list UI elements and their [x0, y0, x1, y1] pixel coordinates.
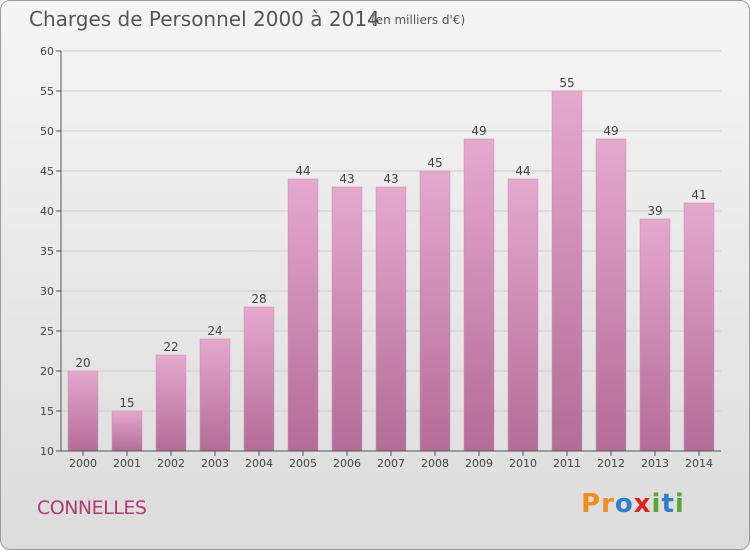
bar [199, 338, 231, 452]
x-tick-labels: 2000 2001 2002 2003 2004 2005 2006 2007 2008 2009… [69, 451, 713, 470]
x-tick-label: 2007 [377, 457, 405, 470]
x-tick-label: 2004 [245, 457, 273, 470]
bar [331, 186, 363, 452]
x-tick-label: 2000 [69, 457, 97, 470]
data-label: 24 [207, 324, 222, 338]
bar [419, 170, 451, 452]
brand-letter: x [633, 489, 652, 519]
y-tick-label: 55 [40, 85, 54, 98]
data-labels: 20 15 22 24 28 44 43 43 45 49 44 55 49 39 41 [75, 76, 706, 410]
bar [595, 138, 627, 452]
proxiti-logo: Proxiti [581, 489, 685, 519]
data-label: 15 [119, 396, 134, 410]
bar [155, 354, 187, 452]
data-label: 39 [647, 204, 662, 218]
data-label: 45 [427, 156, 442, 170]
x-tick-label: 2008 [421, 457, 449, 470]
bar [639, 218, 671, 452]
y-tick-labels: 10 15 20 25 30 35 40 45 50 55 60 [40, 45, 61, 458]
x-tick-label: 2006 [333, 457, 361, 470]
bar [287, 178, 319, 452]
y-tick-label: 60 [40, 45, 54, 58]
brand-letter: r [601, 489, 615, 519]
bar [507, 178, 539, 452]
y-tick-label: 40 [40, 205, 54, 218]
chart-title: Charges de Personnel 2000 à 2014 [29, 7, 380, 31]
x-tick-label: 2002 [157, 457, 185, 470]
data-label: 41 [691, 188, 706, 202]
y-tick-label: 45 [40, 165, 54, 178]
x-tick-label: 2011 [553, 457, 581, 470]
y-tick-label: 30 [40, 285, 54, 298]
x-tick-label: 2009 [465, 457, 493, 470]
bar [67, 370, 99, 452]
chart-subtitle: (en milliers d'€) [371, 13, 466, 27]
bars [67, 90, 715, 452]
data-label: 20 [75, 356, 90, 370]
data-label: 44 [295, 164, 310, 178]
x-tick-label: 2003 [201, 457, 229, 470]
y-tick-label: 35 [40, 245, 54, 258]
y-tick-label: 25 [40, 325, 54, 338]
brand-letter: o [614, 489, 634, 519]
data-label: 44 [515, 164, 530, 178]
bar [243, 306, 275, 452]
bar [111, 410, 143, 452]
x-tick-label: 2013 [641, 457, 669, 470]
x-tick-label: 2010 [509, 457, 537, 470]
bar [463, 138, 495, 452]
commune-name: CONNELLES [37, 497, 147, 519]
y-tick-label: 15 [40, 405, 54, 418]
data-label: 22 [163, 340, 178, 354]
x-tick-label: 2001 [113, 457, 141, 470]
data-label: 49 [603, 124, 618, 138]
y-tick-label: 10 [40, 445, 54, 458]
brand-letter: P [581, 489, 602, 519]
y-tick-label: 20 [40, 365, 54, 378]
brand-letter: i [674, 489, 685, 519]
brand-letter: t [661, 489, 675, 519]
data-label: 43 [383, 172, 398, 186]
brand-letter: i [651, 489, 662, 519]
data-label: 43 [339, 172, 354, 186]
bar [551, 90, 583, 452]
bar [683, 202, 715, 452]
data-label: 49 [471, 124, 486, 138]
bar [375, 186, 407, 452]
data-label: 55 [559, 76, 574, 90]
x-tick-label: 2012 [597, 457, 625, 470]
y-tick-label: 50 [40, 125, 54, 138]
x-tick-label: 2005 [289, 457, 317, 470]
data-label: 28 [251, 292, 266, 306]
x-tick-label: 2014 [685, 457, 713, 470]
